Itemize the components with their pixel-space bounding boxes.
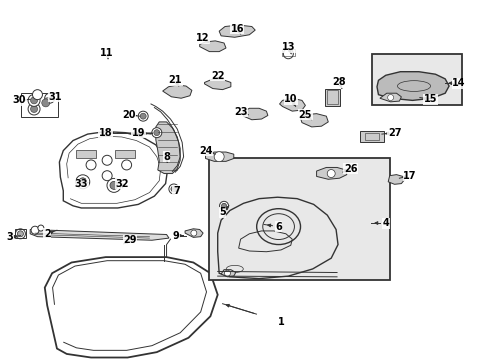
Circle shape [18,231,23,237]
Text: 6: 6 [275,222,282,231]
Text: 12: 12 [196,33,209,43]
Circle shape [79,178,86,186]
Text: 13: 13 [281,42,294,52]
Text: 7: 7 [173,186,179,196]
Text: 10: 10 [284,94,297,104]
Bar [282,49,294,56]
Text: 9: 9 [173,231,179,240]
Circle shape [283,49,293,59]
Text: 27: 27 [387,128,401,138]
Circle shape [107,179,121,192]
Circle shape [214,152,224,162]
Circle shape [44,93,55,103]
Text: 31: 31 [49,92,62,102]
Text: 29: 29 [123,235,137,245]
Circle shape [31,105,38,112]
Polygon shape [376,72,448,100]
Circle shape [219,201,228,210]
Polygon shape [199,41,225,51]
Circle shape [16,229,25,239]
Circle shape [221,203,226,208]
Circle shape [38,225,44,231]
Circle shape [102,171,112,181]
Circle shape [28,103,40,115]
Polygon shape [205,152,233,161]
Polygon shape [204,80,230,90]
Circle shape [122,160,131,170]
Text: 22: 22 [210,71,224,81]
Text: 17: 17 [403,171,416,181]
Text: 18: 18 [99,128,112,138]
Circle shape [190,230,197,236]
Text: 14: 14 [451,78,465,88]
Text: 1: 1 [277,317,284,327]
Bar [21,93,58,117]
Circle shape [32,90,42,100]
Text: 23: 23 [233,107,247,117]
Text: 21: 21 [168,75,182,85]
Circle shape [224,270,230,276]
Bar [324,89,340,106]
Circle shape [170,186,177,192]
Text: 19: 19 [131,128,145,138]
Circle shape [86,160,96,170]
Bar [15,229,26,238]
Text: 15: 15 [423,94,436,104]
Circle shape [110,181,118,189]
Circle shape [154,130,160,136]
Text: 26: 26 [343,163,357,174]
Polygon shape [163,85,191,98]
Polygon shape [279,98,305,111]
Polygon shape [300,114,327,127]
Circle shape [31,226,39,234]
Polygon shape [316,167,346,179]
Circle shape [28,94,40,106]
Polygon shape [243,108,267,120]
Circle shape [138,111,148,121]
Polygon shape [219,25,255,37]
Polygon shape [30,229,169,240]
Text: 2: 2 [44,229,50,239]
Text: 24: 24 [199,145,212,156]
Text: 5: 5 [219,207,225,217]
Circle shape [152,128,162,138]
Polygon shape [379,93,401,102]
Circle shape [168,184,179,194]
Text: 16: 16 [230,24,244,34]
Text: 4: 4 [382,218,388,228]
Polygon shape [156,122,180,174]
Circle shape [76,175,90,189]
Text: 25: 25 [298,110,311,120]
Text: 8: 8 [163,152,170,162]
Bar [209,158,389,280]
Circle shape [41,99,50,107]
Bar [360,131,383,142]
Text: 33: 33 [74,179,88,189]
Text: 32: 32 [115,179,128,189]
Circle shape [140,113,146,119]
Text: 20: 20 [122,110,135,120]
Text: 3: 3 [6,232,13,242]
Text: 28: 28 [332,77,346,87]
Circle shape [31,97,38,104]
Circle shape [102,155,112,165]
Polygon shape [184,229,203,237]
Text: 11: 11 [100,48,114,58]
Bar [76,149,96,158]
Circle shape [387,95,393,100]
Polygon shape [221,270,235,277]
Circle shape [326,170,334,177]
Bar [371,54,461,105]
Bar [326,90,337,104]
Text: 30: 30 [13,95,26,105]
Bar [365,133,378,140]
Bar [115,149,135,158]
Polygon shape [387,175,404,184]
